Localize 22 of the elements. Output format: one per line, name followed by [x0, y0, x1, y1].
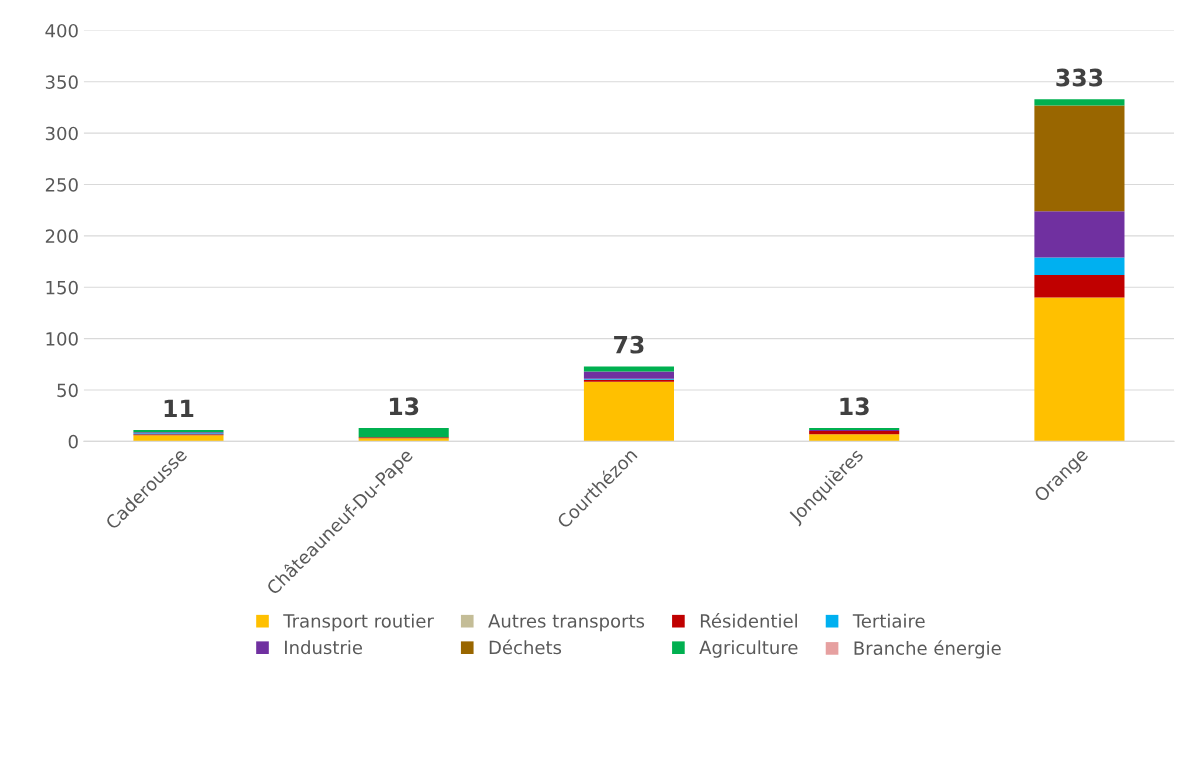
- y-tick-label: 400: [45, 23, 78, 38]
- y-tick-label: 50: [57, 383, 78, 398]
- total-label: 11: [164, 399, 194, 417]
- y-tick-label: 0: [68, 434, 78, 449]
- legend-label: Industrie: [285, 640, 363, 655]
- total-label: 333: [1056, 68, 1103, 87]
- legend-label: Résidentiel: [700, 613, 797, 628]
- total-label: 13: [389, 397, 419, 416]
- legend-label: Tertiaire: [852, 613, 925, 628]
- legend-label: Transport routier: [283, 613, 434, 632]
- y-tick-label: 100: [46, 332, 78, 346]
- y-tick-label: 250: [45, 178, 78, 192]
- y-tick-label: 300: [45, 126, 78, 141]
- y-tick-label: 200: [45, 229, 78, 244]
- legend-label: Agriculture: [699, 640, 798, 658]
- legend-label: Déchets: [489, 639, 562, 655]
- y-tick-label: 150: [46, 280, 78, 295]
- legend-label: Branche énergie: [854, 640, 1001, 659]
- total-label: 73: [614, 335, 644, 354]
- total-label: 13: [840, 397, 869, 416]
- legend-label: Autres transports: [488, 614, 645, 632]
- y-tick-label: 350: [45, 75, 78, 89]
